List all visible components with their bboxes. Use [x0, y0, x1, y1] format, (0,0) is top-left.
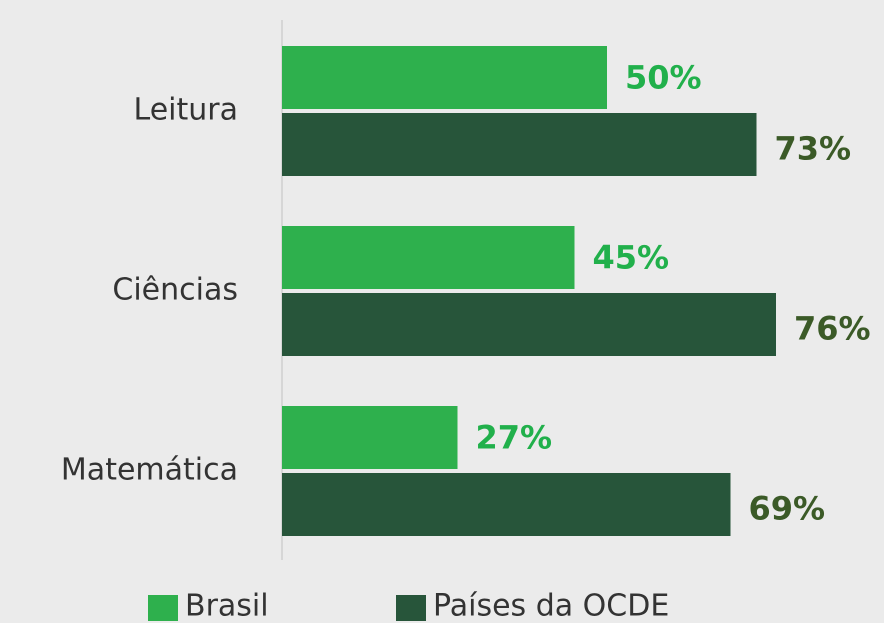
- bar: [282, 406, 458, 469]
- value-label: 45%: [593, 239, 670, 277]
- category-label: Matemática: [61, 453, 238, 488]
- bar: [282, 226, 575, 289]
- value-label: 76%: [794, 310, 871, 348]
- value-label: 73%: [775, 130, 852, 168]
- bar: [282, 113, 757, 176]
- bar: [282, 293, 776, 356]
- legend-label: Países da OCDE: [433, 589, 669, 623]
- value-label: 27%: [476, 419, 553, 457]
- legend-swatch: [396, 595, 426, 621]
- legend-label: Brasil: [185, 589, 269, 623]
- value-label: 50%: [625, 59, 702, 97]
- category-label: Ciências: [112, 273, 238, 308]
- value-label: 69%: [749, 490, 826, 528]
- category-label: Leitura: [134, 93, 238, 128]
- legend-swatch: [148, 595, 178, 621]
- bar: [282, 46, 607, 109]
- bar: [282, 473, 731, 536]
